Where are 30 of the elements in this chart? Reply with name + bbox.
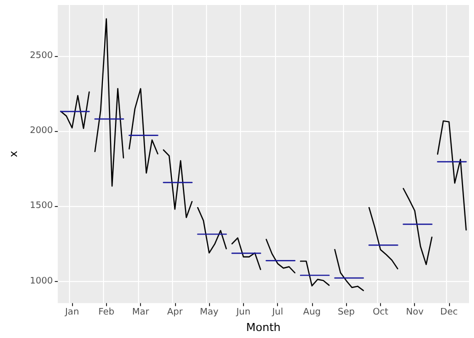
y-tick-label: 1500	[30, 201, 54, 212]
line-series	[60, 91, 90, 130]
x-tick-label: Oct	[372, 308, 389, 318]
x-tick-label: Feb	[98, 308, 115, 318]
x-tick-label: Apr	[167, 308, 183, 318]
line-series	[197, 206, 227, 254]
line-series	[436, 120, 467, 231]
line-series	[266, 238, 296, 274]
x-tick-label: Dec	[440, 308, 458, 318]
x-tick-label: Aug	[303, 308, 321, 318]
line-series	[128, 88, 158, 174]
line-series	[368, 206, 398, 270]
line-series	[300, 260, 330, 286]
x-tick-label: Nov	[406, 308, 424, 318]
x-tick-label: May	[200, 308, 220, 318]
y-tick-label: 1000	[30, 276, 54, 286]
line-series	[162, 149, 193, 218]
y-axis-title: x	[7, 150, 20, 158]
y-tick-label: 2500	[30, 51, 54, 62]
line-series	[231, 237, 262, 270]
x-tick-label: Sep	[338, 308, 355, 318]
x-axis-title: Month	[246, 321, 281, 334]
x-tick-label: Jul	[271, 308, 284, 318]
line-series	[334, 249, 364, 292]
x-tick-label: Jan	[64, 308, 80, 318]
line-series	[402, 188, 432, 266]
x-tick-label: Mar	[132, 308, 150, 318]
x-tick-label: Jun	[235, 308, 250, 318]
line-series	[94, 18, 124, 187]
y-tick-label: 2000	[30, 126, 54, 136]
